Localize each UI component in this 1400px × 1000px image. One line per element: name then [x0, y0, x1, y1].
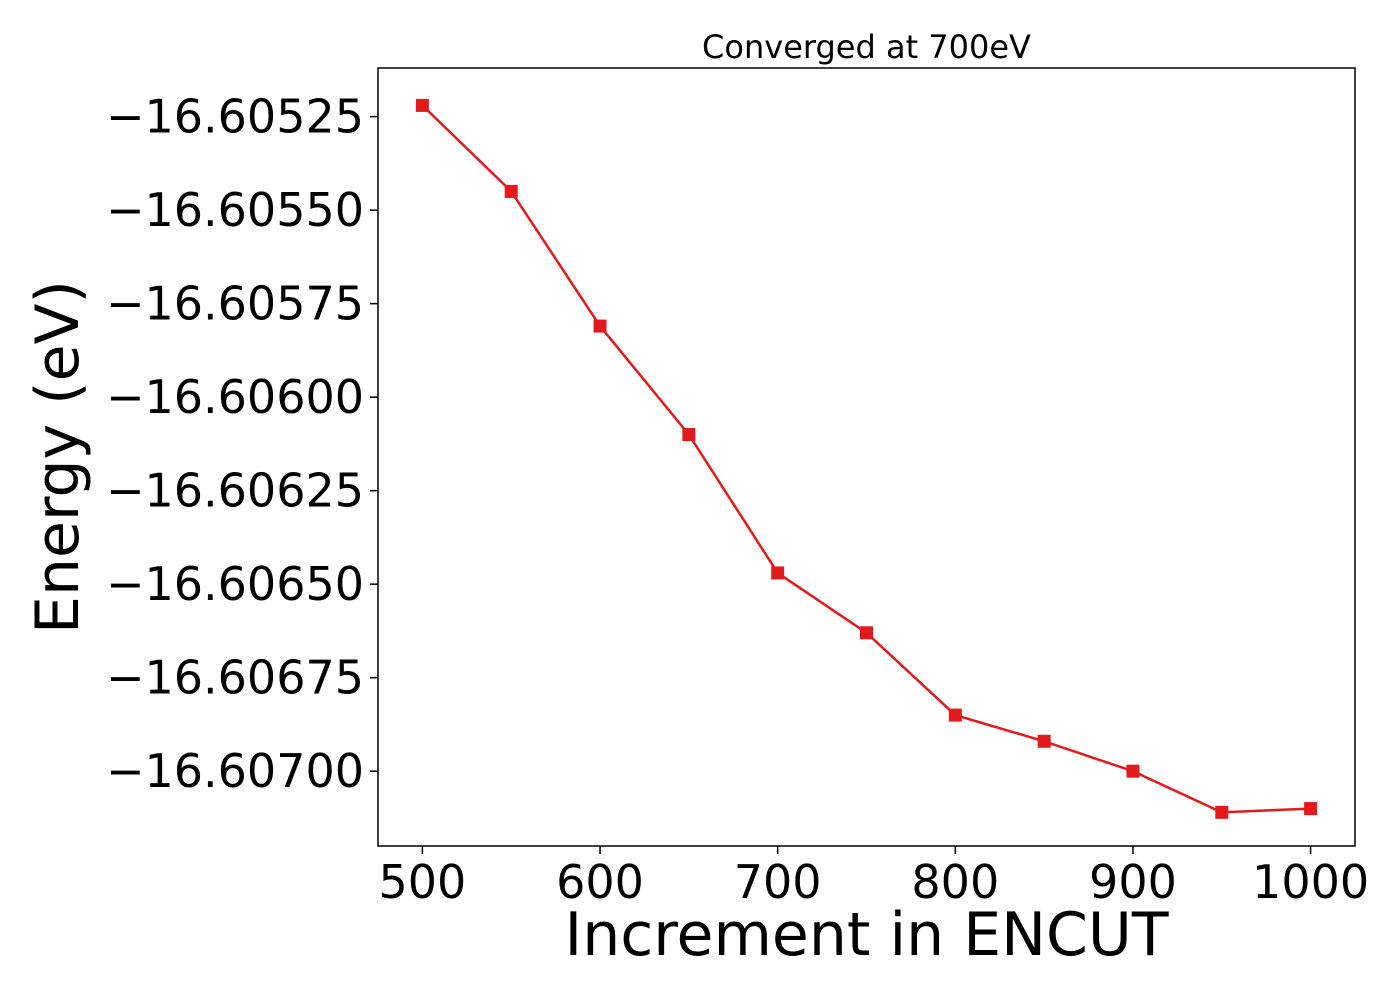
- y-tick-label: −16.60675: [106, 651, 364, 705]
- series-line: [421, 104, 1311, 814]
- x-tick-label: 600: [556, 855, 644, 909]
- plot-frame: [377, 67, 1356, 847]
- data-point: [1037, 734, 1051, 748]
- x-tick-label: 800: [911, 855, 999, 909]
- x-axis-title: Increment in ENCUT: [565, 900, 1169, 970]
- chart-title: Converged at 700eV: [702, 28, 1031, 66]
- data-point: [1126, 764, 1140, 778]
- data-point: [948, 708, 962, 722]
- series: [415, 98, 1318, 819]
- data-point: [415, 98, 429, 112]
- data-point: [682, 428, 696, 442]
- data-point: [1215, 805, 1229, 819]
- x-axis: 500 600 700 800 900 1000: [379, 846, 1369, 909]
- x-tick-label: 900: [1089, 855, 1177, 909]
- x-tick-label: 500: [379, 855, 467, 909]
- y-axis-title: Energy (eV): [23, 280, 93, 634]
- plot-area: [377, 67, 1356, 847]
- y-tick-label: −16.60625: [106, 464, 364, 518]
- data-point: [504, 184, 518, 198]
- y-tick-label: −16.60525: [106, 90, 364, 144]
- y-tick-label: −16.60600: [106, 370, 364, 424]
- y-tick-label: −16.60575: [106, 277, 364, 331]
- y-tick-label: −16.60550: [106, 183, 364, 237]
- x-tick-label: 700: [734, 855, 822, 909]
- y-tick-label: −16.60650: [106, 557, 364, 611]
- x-tick-label: 1000: [1252, 855, 1369, 909]
- data-point: [860, 626, 873, 640]
- y-axis: −16.60525 −16.60550 −16.60575 −16.60600 −16.…: [106, 90, 378, 798]
- data-point: [771, 566, 785, 580]
- y-tick-label: −16.60700: [106, 744, 364, 798]
- data-point: [1304, 802, 1318, 816]
- data-point: [593, 319, 607, 333]
